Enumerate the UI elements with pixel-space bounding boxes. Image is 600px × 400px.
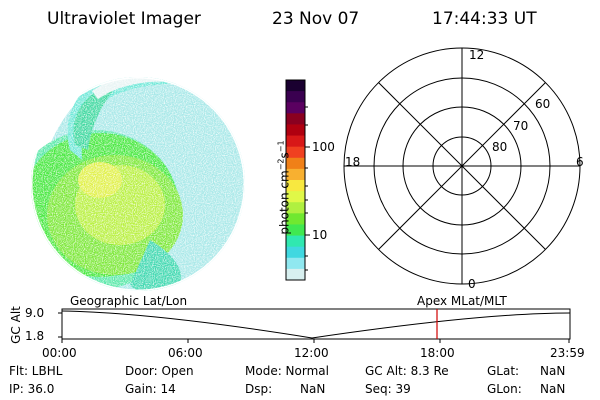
timeline-plot	[58, 308, 571, 343]
door-info: Door: Open	[125, 364, 194, 378]
mlt-label-0: 0	[468, 277, 476, 291]
timeline-xtick-0000: 00:00	[42, 346, 77, 360]
uv-image	[31, 77, 245, 291]
mlt-label-12: 12	[469, 48, 485, 62]
timeline-right-label: Apex MLat/MLT	[417, 294, 507, 308]
timeline-y-bottom: 1.8	[25, 329, 45, 343]
timeline-xtick-2359: 23:59	[550, 346, 585, 360]
colorbar-segment	[286, 146, 305, 159]
colorbar-segment	[286, 246, 305, 259]
colorbar-segment	[286, 202, 305, 214]
timeline-xtick-0600: 06:00	[168, 346, 203, 360]
colorbar-segment	[286, 135, 305, 148]
lat-label-80: 80	[492, 140, 508, 154]
glat-label: GLat:	[487, 364, 520, 378]
gain-info: Gain: 14	[125, 382, 176, 396]
colorbar-segment	[286, 191, 305, 203]
timeline-xtick-1800: 18:00	[420, 346, 455, 360]
colorbar-segment	[286, 268, 305, 281]
colorbar-unit-label: photon cm−2s−1	[276, 140, 292, 235]
gcalt-info: GC Alt: 8.3 Re	[365, 364, 449, 378]
timeline-left-label: Geographic Lat/Lon	[70, 294, 188, 308]
colorbar	[286, 80, 305, 281]
filter-info: Flt: LBHL	[9, 364, 63, 378]
colorbar-segment	[286, 213, 305, 225]
ip-info: IP: 36.0	[9, 382, 55, 396]
timeline-y-top: 9.0	[25, 306, 45, 320]
colorbar-segment	[286, 157, 305, 170]
timeline-xtick-1200: 12:00	[294, 346, 329, 360]
dsp-value: NaN	[300, 382, 326, 396]
colorbar-segment	[286, 235, 305, 248]
seq-info: Seq: 39	[365, 382, 411, 396]
colorbar-tick-10: 10	[312, 228, 328, 242]
mlt-label-6: 6	[576, 155, 584, 169]
colorbar-segment	[286, 80, 305, 92]
time-label: 17:44:33 UT	[432, 9, 537, 29]
glat-value: NaN	[540, 364, 566, 378]
polar-grid	[343, 47, 581, 285]
colorbar-segment	[286, 168, 305, 181]
colorbar-segment	[286, 180, 305, 192]
colorbar-tick-100: 100	[312, 140, 335, 154]
dsp-label: Dsp:	[245, 382, 273, 396]
lat-label-60: 60	[535, 97, 551, 111]
date-label: 23 Nov 07	[272, 9, 360, 29]
colorbar-segment	[286, 257, 305, 270]
lat-label-70: 70	[513, 119, 529, 133]
colorbar-segment	[286, 224, 305, 237]
timeline-y-title: GC Alt	[9, 306, 23, 344]
glon-label: GLon:	[487, 382, 522, 396]
instrument-title: Ultraviolet Imager	[47, 9, 201, 29]
mode-info: Mode: Normal	[245, 364, 329, 378]
colorbar-segment	[286, 91, 305, 103]
colorbar-segment	[286, 124, 305, 137]
glon-value: NaN	[540, 382, 566, 396]
colorbar-segment	[286, 102, 305, 114]
mlt-label-18: 18	[345, 155, 361, 169]
colorbar-segment	[286, 113, 305, 125]
